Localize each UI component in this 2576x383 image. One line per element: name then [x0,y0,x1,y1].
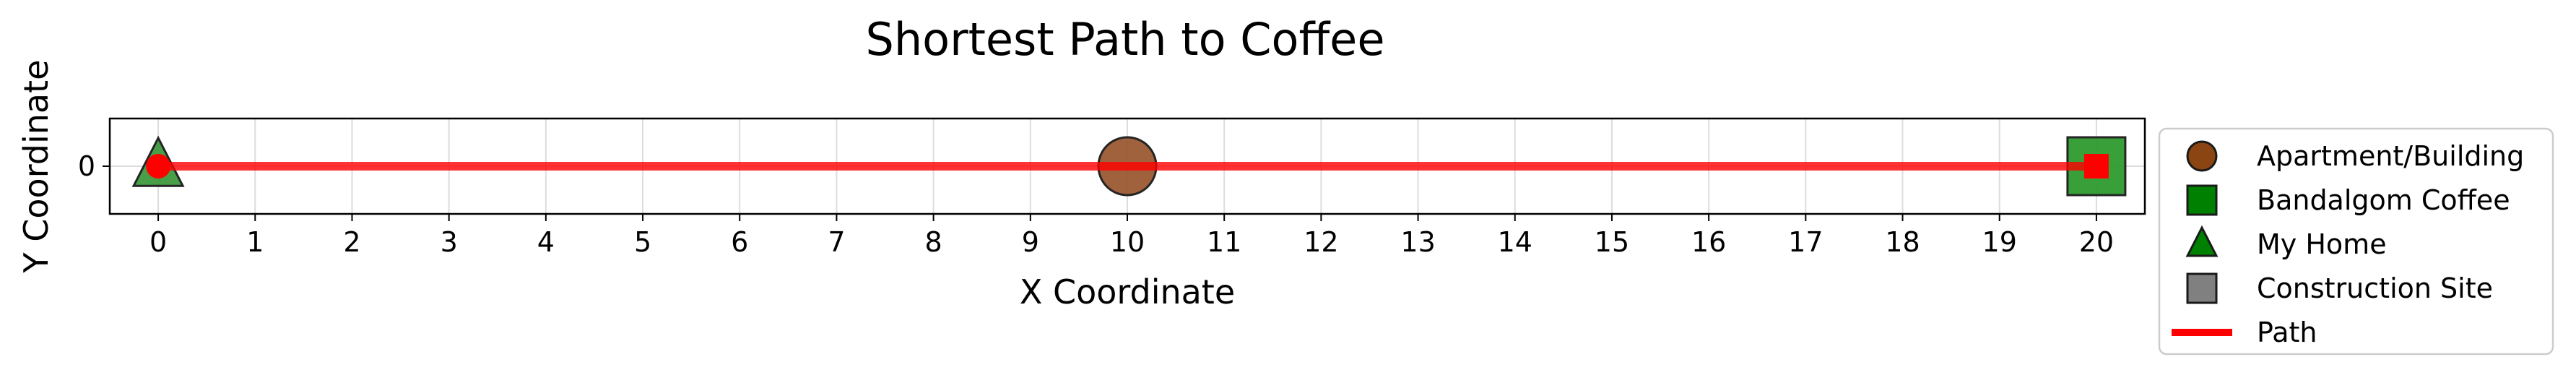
x-tick-label: 2 [343,226,360,258]
x-tick-label: 17 [1788,226,1823,258]
x-tick-label: 11 [1207,226,1241,258]
y-axis-label: Y Coordinate [17,60,56,274]
x-tick-label: 16 [1691,226,1726,258]
x-tick-label: 1 [246,226,264,258]
legend-label-construction-site: Construction Site [2257,272,2493,304]
x-tick-label: 9 [1022,226,1039,258]
x-tick-label: 20 [2079,226,2114,258]
x-tick-label: 0 [149,226,167,258]
x-tick-label: 8 [925,226,942,258]
legend-label-apartment-building: Apartment/Building [2257,140,2524,172]
x-tick-label: 12 [1304,226,1338,258]
legend-marker-construction-site [2186,272,2218,304]
path-end-marker [2083,154,2109,178]
x-tick-label: 13 [1400,226,1435,258]
chart-title: Shortest Path to Coffee [866,13,1385,66]
tick-layer: 0 1 2 3 4 5 6 7 8 9 10 11 12 13 14 15 16 17 18 19 200 [78,150,2114,258]
legend-marker-apartment-building [2186,140,2218,172]
x-tick-label: 19 [1982,226,2017,258]
legend-label-path: Path [2257,317,2317,348]
x-tick-label: 4 [537,226,555,258]
legend-box [2158,127,2554,356]
x-tick-label: 7 [828,226,845,258]
x-tick-label: 18 [1885,226,1920,258]
x-tick-label: 3 [441,226,458,258]
point-layer [131,135,2127,197]
legend-label-bandalgom-coffee: Bandalgom Coffee [2257,184,2510,216]
legend: Apartment/Building Bandalgom Coffee My Hom… [2158,127,2554,356]
legend-label-my-home: My Home [2257,228,2387,260]
legend-marker-my-home [2185,225,2219,257]
x-axis-label: X Coordinate [1020,272,1235,311]
legend-marker-bandalgom-coffee [2186,184,2218,216]
x-tick-label: 15 [1595,226,1629,258]
x-tick-label: 14 [1498,226,1532,258]
x-tick-label: 10 [1110,226,1145,258]
path-start-marker [146,154,171,178]
y-tick-label: 0 [78,150,95,182]
x-tick-label: 5 [634,226,651,258]
x-tick-label: 6 [731,226,748,258]
